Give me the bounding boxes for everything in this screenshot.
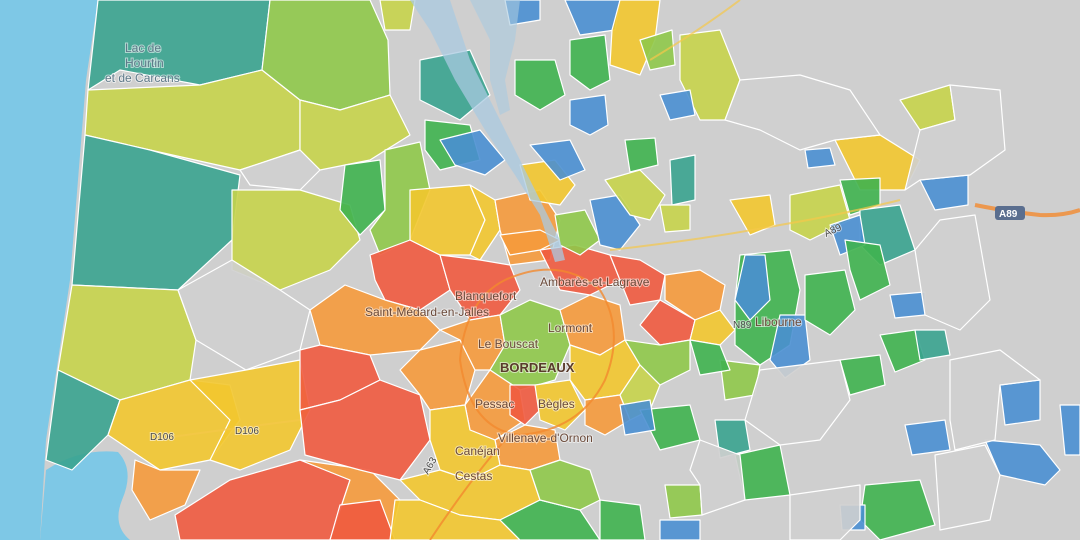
zone-green-n2 (514, 59, 566, 111)
zone-green-e19 (879, 329, 926, 373)
zone-green-bordeaux (489, 299, 571, 391)
river-dordogne (470, 0, 520, 115)
zone-orange-e2 (584, 394, 631, 436)
road-e (609, 199, 901, 251)
zone-yellow-e5 (689, 309, 736, 346)
zone-blue-n2 (529, 139, 586, 181)
zone-blue-n7 (659, 89, 696, 121)
label-lac-3: et de Carcans (105, 71, 180, 85)
zone-yg-n13 (379, 0, 416, 31)
label-begles: Bègles (538, 397, 575, 411)
zone-green-e17 (844, 239, 891, 301)
label-pessac: Pessac (475, 397, 514, 411)
zone-blue-e10 (804, 147, 836, 169)
zone-blue-e18 (889, 291, 926, 319)
zone-teal-n10 (669, 154, 696, 206)
label-d106-a: D106 (150, 432, 174, 443)
zone-blue-e33 (1059, 404, 1080, 456)
zone-blue-n8 (569, 94, 609, 136)
label-lac-1: Lac de (125, 41, 161, 55)
zone-yellow-sw (189, 359, 311, 471)
zone-grey-east-1 (744, 359, 851, 446)
road-ring (459, 268, 615, 437)
river-gironde (410, 0, 565, 262)
zone-orange-sw (131, 459, 201, 521)
zone-green-e35 (599, 499, 646, 540)
road-a89 (974, 203, 1080, 218)
label-cestas: Cestas (455, 469, 492, 483)
zone-blue-e25 (619, 399, 656, 436)
road-d106 (149, 419, 301, 441)
zone-blue-e36 (659, 519, 701, 540)
zone-grey-east-5 (949, 349, 1041, 451)
zone-blue-e30 (904, 419, 951, 456)
zone-blue-libourne (734, 254, 771, 321)
zone-blue-e31 (999, 379, 1041, 426)
label-villenave: Villenave-d'Ornon (498, 431, 593, 445)
zone-yg-n2 (604, 169, 666, 221)
zone-grey-2 (177, 259, 311, 371)
zone-grey-east-6 (789, 484, 861, 540)
zone-yellow-north (409, 184, 486, 256)
label-n89: N89 (733, 320, 752, 331)
a89-shield: A89 (995, 206, 1025, 220)
a89-shield-label: A89 (999, 209, 1018, 220)
zone-coast-5 (45, 369, 121, 471)
label-libourne: Libourne (755, 315, 802, 329)
zone-grey-east-4 (724, 74, 881, 151)
label-saint-medard: Saint-Médard-en-Jalles (365, 305, 489, 319)
zone-grey-east-8 (689, 439, 746, 516)
label-lac-2: Hourtin (125, 56, 164, 70)
zone-lg-n6 (639, 29, 676, 71)
zone-grey-east-3 (904, 84, 1006, 191)
label-lormont: Lormont (548, 321, 593, 335)
zone-green-n9 (624, 137, 659, 173)
label-bordeaux: BORDEAUX (500, 360, 575, 375)
ocean (0, 0, 98, 540)
zone-green-e16 (804, 269, 856, 336)
zone-blue-n (439, 129, 506, 176)
road-ne (649, 0, 741, 61)
zone-green-e23 (689, 339, 731, 376)
zone-lg-e28 (664, 484, 703, 519)
zone-grey-east-7 (934, 444, 1001, 531)
zone-green-e20 (839, 354, 886, 396)
label-d106-b: D106 (235, 426, 259, 437)
label-ambares: Ambarès-et-Lagrave (540, 275, 650, 289)
zone-red-blanquefort (439, 254, 521, 321)
zone-red-s (329, 499, 396, 540)
road-a63 (429, 439, 506, 540)
label-le-bouscat: Le Bouscat (478, 337, 539, 351)
zone-green-mid (339, 159, 386, 236)
zone-grey-east-2 (914, 214, 991, 331)
label-canejan: Canéjan (455, 444, 500, 458)
zone-green-n3 (569, 34, 611, 91)
label-blanquefort: Blanquefort (455, 289, 517, 303)
zone-teal-e21 (914, 329, 951, 361)
zone-red-pessac (509, 384, 541, 426)
bay (40, 451, 130, 540)
zone-yg-n11 (659, 204, 691, 233)
zone-green-south (499, 499, 601, 540)
zone-grey-1 (239, 149, 321, 191)
